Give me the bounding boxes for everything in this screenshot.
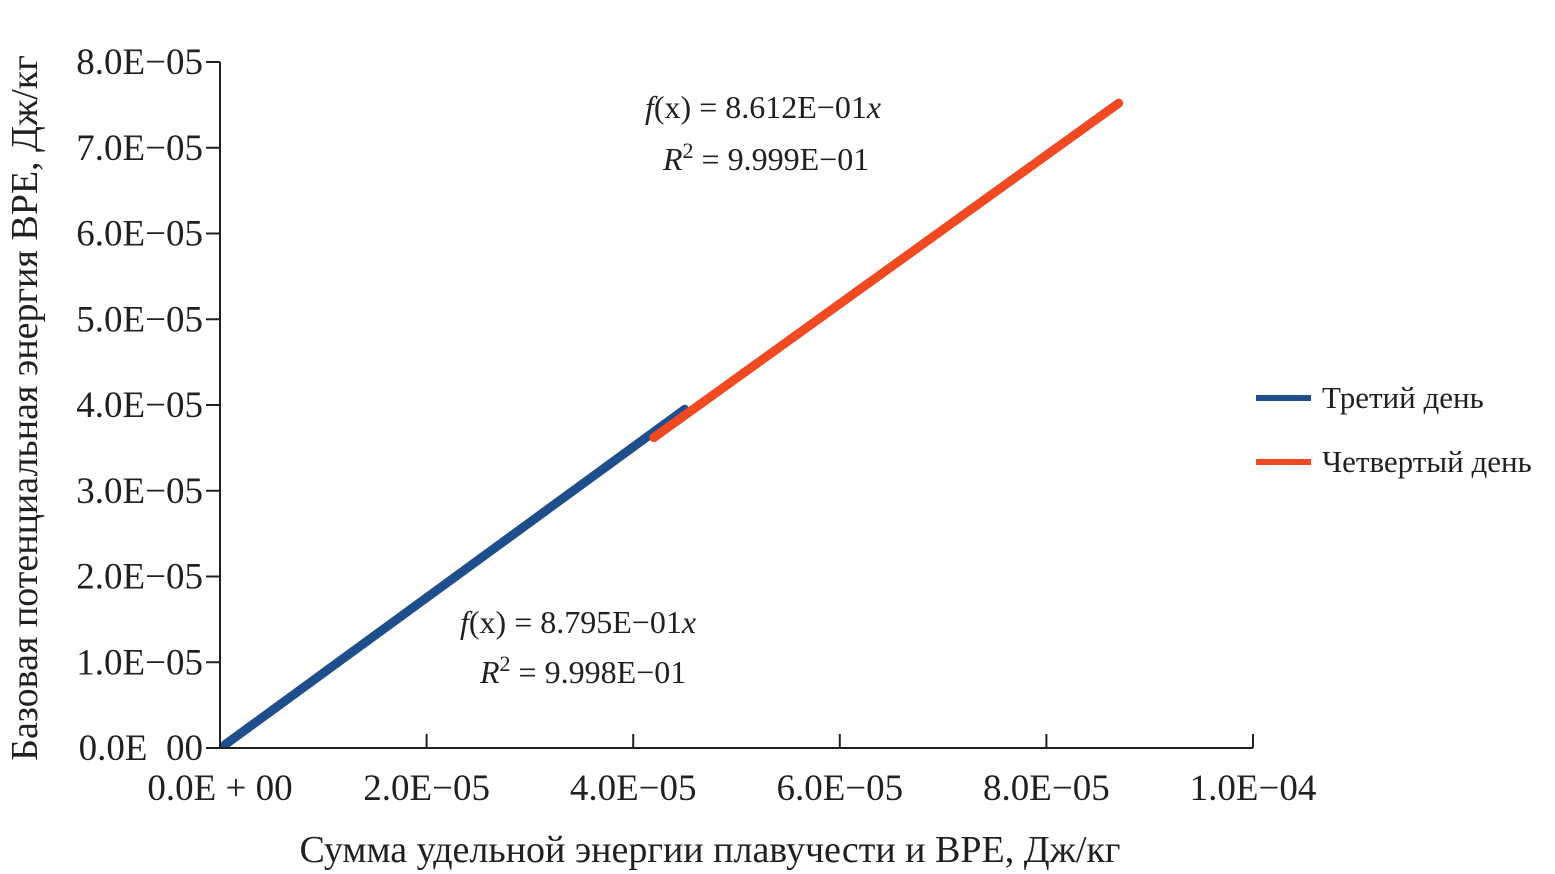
- x-tick-label: 8.0E−05: [983, 768, 1110, 809]
- x-tick-label: 6.0E−05: [776, 768, 903, 809]
- x-tick-label: 0.0E + 00: [147, 768, 292, 809]
- annotation-lower-r2: R2 = 9.998E−01: [479, 651, 686, 690]
- y-tick-label: 8.0E−05: [76, 42, 203, 83]
- y-axis-title: Базовая потенциальная энергия BPE, Дж/кг: [4, 55, 46, 761]
- x-axis-title: Сумма удельной энергии плавучести и BPE,…: [300, 829, 1121, 871]
- y-axis-ticks: 0.0E 00 1.0E−05 2.0E−05 3.0E−05 4.0E−05 5.0E−…: [76, 42, 220, 769]
- y-tick-label: 0.0E 00: [79, 728, 203, 769]
- series-line-fourth-day: [649, 98, 1124, 443]
- annotation-upper: f(x) = 8.612E−01x R2 = 9.999E−01: [645, 89, 881, 177]
- y-tick-label: 7.0E−05: [76, 128, 203, 169]
- legend-label-fourth-day: Четвертый день: [1322, 444, 1532, 479]
- y-tick-label: 5.0E−05: [76, 299, 203, 340]
- y-tick-label: 6.0E−05: [76, 214, 203, 255]
- legend: Третий день Четвертый день: [1256, 380, 1532, 479]
- x-tick-label: 4.0E−05: [570, 768, 697, 809]
- y-tick-label: 3.0E−05: [76, 471, 203, 512]
- y-tick-label: 2.0E−05: [76, 557, 203, 598]
- annotation-lower: f(x) = 8.795E−01x R2 = 9.998E−01: [460, 604, 696, 690]
- y-tick-label: 4.0E−05: [76, 385, 203, 426]
- x-tick-label: 1.0E−04: [1190, 768, 1317, 809]
- annotation-upper-fit: f(x) = 8.612E−01x: [645, 89, 881, 125]
- x-tick-label: 2.0E−05: [363, 768, 490, 809]
- x-axis-ticks: 0.0E + 00 2.0E−05 4.0E−05 6.0E−05 8.0E−05 1.0…: [147, 734, 1316, 809]
- legend-label-third-day: Третий день: [1322, 380, 1484, 415]
- series-layer: [220, 98, 1124, 750]
- annotation-upper-r2: R2 = 9.999E−01: [662, 138, 869, 177]
- series-line-third-day: [220, 404, 690, 750]
- y-tick-label: 1.0E−05: [76, 642, 203, 683]
- annotation-lower-fit: f(x) = 8.795E−01x: [460, 604, 696, 640]
